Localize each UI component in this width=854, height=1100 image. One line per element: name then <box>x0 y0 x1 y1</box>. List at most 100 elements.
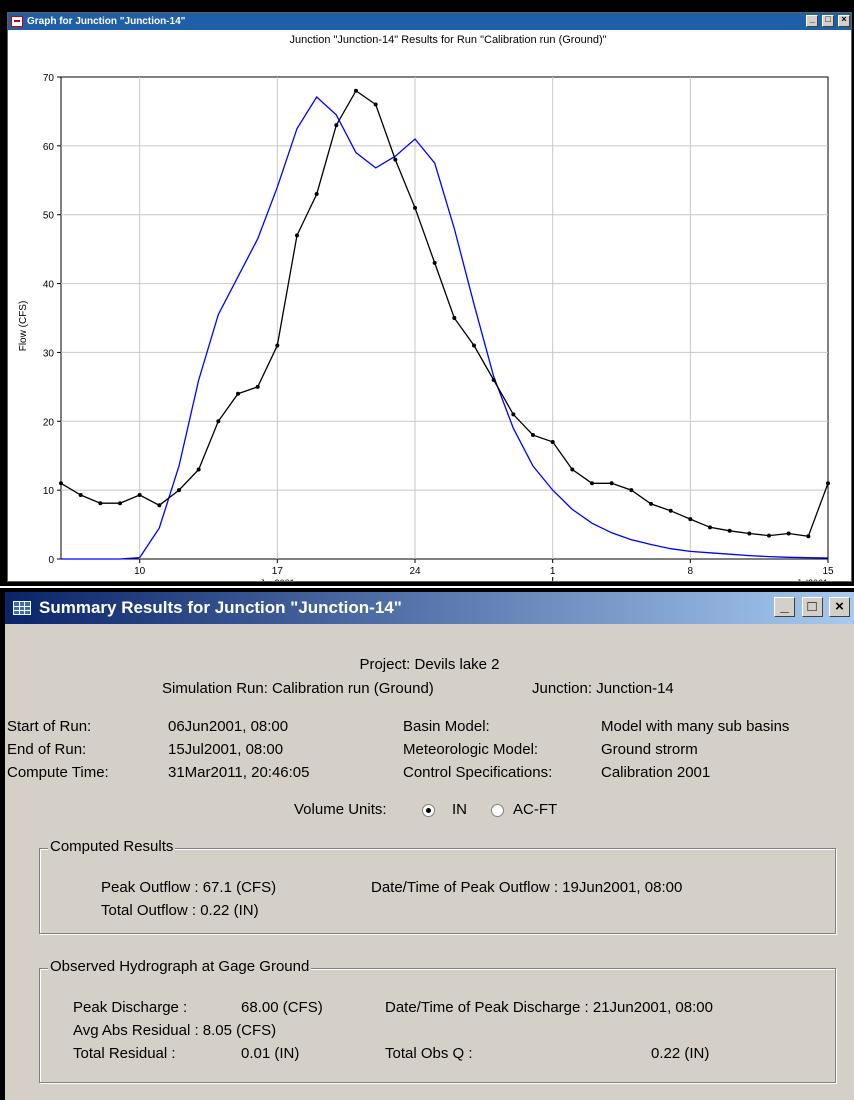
y-tick-label: 10 <box>43 486 55 497</box>
observed-flow-point <box>196 467 201 472</box>
observed-flow-point <box>826 481 830 486</box>
end-of-run-label: End of Run: <box>7 741 87 758</box>
total-obs-q-label: Total Obs Q : <box>385 1045 473 1062</box>
summary-window: Summary Results for Junction "Junction-1… <box>0 588 854 1100</box>
summary-close-button[interactable]: × <box>829 597 850 617</box>
end-of-run-value: 15Jul2001, 08:00 <box>168 741 284 758</box>
observed-flow-point <box>786 531 791 536</box>
y-tick-label: 40 <box>43 280 55 291</box>
observed-flow-point <box>255 384 260 389</box>
observed-flow-point <box>767 533 771 538</box>
computed-results-legend: Computed Results <box>48 838 176 855</box>
observed-hydrograph-legend: Observed Hydrograph at Gage Ground <box>48 958 312 975</box>
observed-flow-point <box>236 391 240 396</box>
observed-flow-point <box>629 488 634 493</box>
observed-flow-point <box>314 192 319 197</box>
graph-app-icon <box>11 16 23 27</box>
basin-model-label: Basin Model: <box>403 718 490 735</box>
x-month-label: Jul2001 <box>796 578 828 581</box>
computed-flow-line <box>61 95 829 560</box>
observed-flow-point <box>275 343 280 348</box>
observed-flow-point <box>590 481 594 486</box>
y-tick-label: 0 <box>48 555 54 566</box>
y-tick-label: 30 <box>43 348 55 359</box>
chart-plot-area: 0 10 20 30 40 50 60 70 10 17 24 1 8 15 Jun2001 Jul2001 <box>43 73 834 581</box>
observed-flow-point <box>373 102 378 107</box>
x-tick-label: 17 <box>272 566 284 577</box>
observed-flow-point <box>118 501 122 506</box>
peak-outflow: Peak Outflow : 67.1 (CFS) <box>101 879 277 896</box>
chart-title: Junction "Junction-14" Results for Run "… <box>289 34 606 46</box>
peak-discharge-time: Date/Time of Peak Discharge : 21Jun2001,… <box>385 999 713 1016</box>
observed-flow-line <box>60 89 829 538</box>
peak-outflow-time: Date/Time of Peak Outflow : 19Jun2001, 0… <box>371 879 683 896</box>
volume-units-acft-label[interactable]: AC-FT <box>513 801 558 818</box>
summary-window-frame: Summary Results for Junction "Junction-1… <box>5 592 854 1100</box>
observed-flow-point <box>452 316 457 320</box>
volume-units-in-radio[interactable] <box>422 804 435 817</box>
x-tick-label: 10 <box>134 566 146 577</box>
observed-flow-point <box>354 88 358 93</box>
observed-flow-point <box>491 377 496 382</box>
observed-flow-point <box>531 433 535 438</box>
graph-window-title: Graph for Junction "Junction-14" <box>27 16 186 27</box>
graph-minimize-button[interactable]: _ <box>806 14 819 27</box>
observed-flow-point <box>668 508 673 513</box>
total-outflow: Total Outflow : 0.22 (IN) <box>101 902 259 919</box>
y-tick-label: 70 <box>43 73 55 84</box>
x-month-label: Jun2001 <box>260 578 295 581</box>
observed-flow-point <box>511 412 516 417</box>
hydrograph-chart[interactable]: Junction "Junction-14" Results for Run "… <box>8 30 851 581</box>
summary-minimize-button[interactable]: _ <box>774 597 796 617</box>
observed-flow-point <box>177 488 181 493</box>
summary-maximize-button[interactable]: □ <box>801 597 823 617</box>
table-icon <box>13 601 31 615</box>
observed-flow-point <box>806 534 811 539</box>
peak-discharge-value: 68.00 (CFS) <box>241 999 323 1016</box>
met-model-value: Ground strorm <box>601 741 698 758</box>
observed-flow-point <box>688 517 693 522</box>
simulation-run-line: Simulation Run: Calibration run (Ground) <box>162 680 434 697</box>
start-of-run-value: 06Jun2001, 08:00 <box>168 718 289 735</box>
x-tick-label: 1 <box>550 566 556 577</box>
observed-flow-point <box>295 233 299 238</box>
y-tick-label: 60 <box>43 142 55 153</box>
control-spec-label: Control Specifications: <box>403 764 553 781</box>
observed-flow-point <box>747 531 752 536</box>
observed-flow-point <box>570 467 575 472</box>
summary-window-titlebar[interactable]: Summary Results for Junction "Junction-1… <box>5 592 854 624</box>
y-tick-label: 20 <box>43 417 55 428</box>
graph-window-titlebar[interactable]: Graph for Junction "Junction-14" _ □ × <box>8 13 851 30</box>
met-model-label: Meteorologic Model: <box>403 741 539 758</box>
observed-hydrograph-group: Observed Hydrograph at Gage Ground <box>39 958 836 1083</box>
junction-line: Junction: Junction-14 <box>532 680 674 697</box>
observed-flow-point <box>432 260 437 265</box>
volume-units-acft-radio[interactable] <box>491 804 504 817</box>
graph-close-button[interactable]: × <box>838 14 850 27</box>
observed-flow-point <box>59 481 63 486</box>
observed-flow-point <box>708 525 712 530</box>
observed-flow-point <box>98 501 103 506</box>
graph-window-frame: Graph for Junction "Junction-14" _ □ × J… <box>7 12 852 582</box>
observed-flow-point <box>334 123 339 128</box>
graph-window: Graph for Junction "Junction-14" _ □ × J… <box>0 0 854 586</box>
observed-flow-point <box>78 492 83 497</box>
project-line: Project: Devils lake 2 <box>359 656 500 673</box>
observed-flow-point <box>393 157 398 162</box>
peak-discharge-label: Peak Discharge : <box>73 999 188 1016</box>
observed-flow-point <box>413 205 417 210</box>
plot-frame <box>60 76 829 560</box>
observed-flow-point <box>649 501 653 506</box>
observed-flow-point <box>609 481 614 486</box>
x-tick-label: 15 <box>822 566 834 577</box>
control-spec-value: Calibration 2001 <box>601 764 711 781</box>
start-of-run-label: Start of Run: <box>7 718 92 735</box>
total-residual-label: Total Residual : <box>73 1045 176 1062</box>
observed-flow-point <box>137 492 142 497</box>
total-residual-value: 0.01 (IN) <box>241 1045 300 1062</box>
chart-y-axis-label: Flow (CFS) <box>18 301 29 352</box>
volume-units-in-label[interactable]: IN <box>452 801 467 818</box>
x-tick-label: 24 <box>409 566 421 577</box>
graph-maximize-button[interactable]: □ <box>822 14 835 27</box>
observed-flow-point <box>157 503 162 508</box>
